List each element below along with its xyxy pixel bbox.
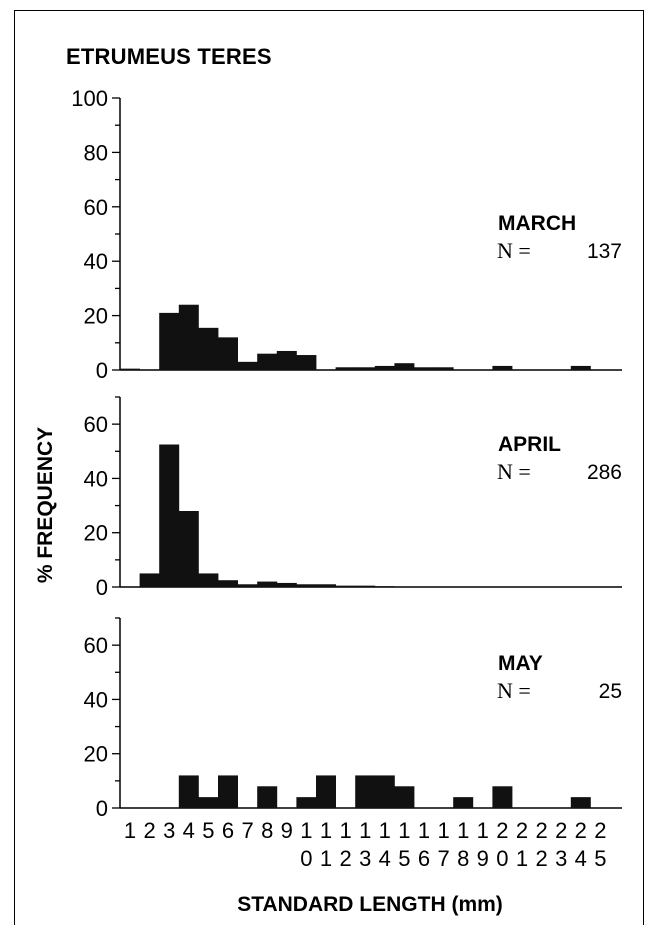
figure-frame: [14, 10, 644, 925]
y-tick-label: 20: [84, 521, 108, 546]
bar: [570, 797, 591, 808]
y-tick-label: 40: [84, 687, 108, 712]
bar: [433, 367, 454, 370]
y-tick-label: 40: [84, 249, 108, 274]
x-tick-label: 3: [163, 818, 175, 843]
bar: [355, 367, 376, 370]
bar: [218, 580, 238, 587]
y-tick-label: 0: [96, 358, 108, 383]
y-tick-label: 0: [96, 796, 108, 821]
bar: [394, 363, 415, 370]
x-tick-label: 6: [222, 818, 234, 843]
bar: [178, 304, 199, 370]
bar: [316, 775, 336, 808]
panel-april: [112, 396, 622, 588]
y-tick-label: 80: [84, 140, 108, 165]
bar: [198, 573, 219, 587]
bar: [492, 365, 513, 370]
bar: [120, 368, 140, 370]
bar: [178, 775, 199, 808]
bar: [492, 786, 513, 808]
bar: [296, 355, 317, 370]
y-tick-label: 60: [84, 195, 108, 220]
bar: [394, 786, 415, 808]
bar: [276, 350, 297, 370]
n-value: 137: [587, 240, 622, 263]
bar: [355, 775, 376, 808]
bar: [374, 775, 395, 808]
x-tick-label: 4: [183, 818, 195, 843]
panel-may: [112, 617, 622, 809]
bar: [335, 367, 356, 370]
bar: [296, 797, 317, 808]
bar: [198, 797, 219, 808]
bar: [178, 511, 199, 587]
y-tick-label: 20: [84, 304, 108, 329]
x-tick-label: 9: [281, 818, 293, 843]
bar: [257, 786, 278, 808]
month-label: MAY: [498, 652, 543, 675]
bar: [570, 365, 591, 370]
x-tick-label: 5: [202, 818, 214, 843]
bar: [198, 327, 219, 370]
y-tick-label: 0: [96, 575, 108, 600]
bar: [453, 797, 474, 808]
bar: [218, 775, 238, 808]
month-label: MARCH: [498, 212, 576, 235]
bar: [316, 584, 336, 587]
x-tick-label: 2: [143, 818, 155, 843]
n-value: 286: [587, 461, 622, 484]
bar: [374, 365, 395, 370]
panel-march: [112, 97, 622, 371]
y-tick-label: 40: [84, 466, 108, 491]
bar: [257, 581, 278, 587]
bar: [335, 585, 356, 587]
n-label: N =: [497, 238, 531, 263]
bar: [159, 444, 180, 587]
bar: [237, 361, 258, 370]
bar: [237, 584, 258, 587]
n-label: N =: [497, 459, 531, 484]
n-label: N =: [497, 678, 531, 703]
x-tick-label: 1: [124, 818, 136, 843]
bar: [296, 584, 317, 587]
month-label: APRIL: [498, 433, 561, 456]
chart-title: ETRUMEUS TERES: [66, 44, 272, 69]
bar: [218, 337, 238, 370]
x-axis-label: STANDARD LENGTH (mm): [237, 893, 503, 916]
n-value: 25: [599, 680, 622, 703]
bar: [414, 367, 434, 370]
y-tick-label: 60: [84, 633, 108, 658]
x-tick-label: 7: [241, 818, 253, 843]
y-tick-label: 20: [84, 742, 108, 767]
y-tick-label: 60: [84, 412, 108, 437]
bar: [355, 585, 376, 587]
bar: [139, 573, 160, 587]
bar: [374, 586, 395, 587]
bar: [276, 582, 297, 587]
bar: [257, 353, 278, 370]
x-tick-label: 8: [261, 818, 273, 843]
bar: [159, 312, 180, 370]
y-tick-label: 100: [71, 86, 108, 111]
